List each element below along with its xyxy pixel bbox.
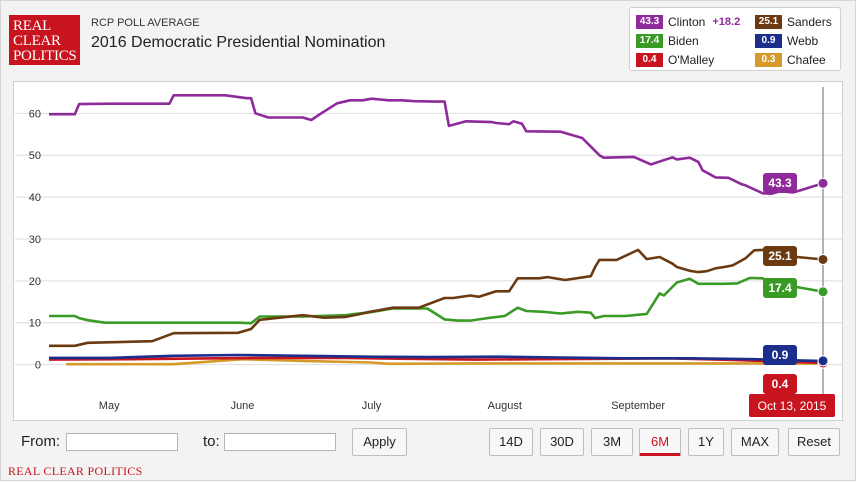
date-range-controls: From: to: Apply 14D 30D 3M 6M 1Y MAX Res… bbox=[1, 421, 856, 463]
series-end-label: 17.4 bbox=[768, 281, 792, 295]
legend-item-biden[interactable]: 17.4 Biden bbox=[636, 33, 699, 49]
from-label: From: bbox=[21, 433, 61, 450]
legend-item-chafee[interactable]: 0.3 Chafee bbox=[755, 52, 826, 68]
y-tick-label: 40 bbox=[29, 192, 41, 204]
footer-brand: REAL CLEAR POLITICS bbox=[8, 464, 143, 478]
x-tick-label: May bbox=[99, 400, 120, 412]
range-6m-button[interactable]: 6M bbox=[639, 428, 681, 456]
y-tick-label: 30 bbox=[29, 234, 41, 246]
legend-value: 17.4 bbox=[636, 34, 663, 48]
legend-item-omalley[interactable]: 0.4 O'Malley bbox=[636, 52, 714, 68]
legend-name: Chafee bbox=[787, 53, 826, 67]
legend: 43.3 Clinton +18.2 25.1 Sanders 17.4 Bid… bbox=[629, 7, 841, 71]
series-end-label: 0.9 bbox=[772, 348, 789, 362]
series-end-label-bg bbox=[763, 374, 797, 394]
legend-spread: +18.2 bbox=[712, 16, 741, 28]
legend-item-clinton[interactable]: 43.3 Clinton +18.2 bbox=[636, 14, 740, 30]
y-tick-label: 20 bbox=[29, 276, 41, 288]
series-line-webb bbox=[49, 353, 824, 363]
x-tick-label: August bbox=[488, 400, 522, 412]
series-end-label-bg bbox=[763, 173, 797, 193]
series-end-label: 0.4 bbox=[772, 377, 789, 391]
legend-item-sanders[interactable]: 25.1 Sanders bbox=[755, 14, 832, 30]
x-tick-label: July bbox=[362, 400, 382, 412]
series-end-label-bg bbox=[763, 246, 797, 266]
series-line-clinton bbox=[49, 94, 824, 195]
series-end-dot bbox=[817, 253, 829, 265]
legend-name: O'Malley bbox=[668, 53, 715, 67]
y-tick-label: 0 bbox=[35, 360, 41, 372]
y-tick-label: 50 bbox=[29, 150, 41, 162]
series-end-dot bbox=[817, 286, 829, 298]
legend-item-webb[interactable]: 0.9 Webb bbox=[755, 33, 818, 49]
apply-button[interactable]: Apply bbox=[352, 428, 407, 456]
range-1y-button[interactable]: 1Y bbox=[688, 428, 724, 456]
legend-value: 0.4 bbox=[636, 53, 663, 67]
legend-value: 0.9 bbox=[755, 34, 782, 48]
legend-name: Biden bbox=[668, 34, 699, 48]
poll-title: 2016 Democratic Presidential Nomination bbox=[91, 34, 386, 51]
series-end-label: 43.3 bbox=[768, 176, 792, 190]
series-end-dot bbox=[817, 177, 829, 189]
poll-subtitle: RCP POLL AVERAGE bbox=[91, 17, 200, 29]
range-30d-button[interactable]: 30D bbox=[540, 428, 584, 456]
to-date-input[interactable] bbox=[224, 433, 336, 451]
reset-button[interactable]: Reset bbox=[788, 428, 840, 456]
range-14d-button[interactable]: 14D bbox=[489, 428, 533, 456]
legend-value: 25.1 bbox=[755, 15, 782, 29]
series-line-chafee bbox=[66, 357, 823, 366]
hover-date-label: Oct 13, 2015 bbox=[758, 399, 827, 413]
x-tick-label: September bbox=[611, 400, 665, 412]
series-end-label-bg bbox=[763, 278, 797, 298]
from-date-input[interactable] bbox=[66, 433, 178, 451]
legend-value: 0.3 bbox=[755, 53, 782, 67]
legend-name: Clinton bbox=[668, 15, 706, 29]
y-tick-label: 10 bbox=[29, 318, 41, 330]
legend-name: Sanders bbox=[787, 15, 832, 29]
to-label: to: bbox=[203, 433, 220, 450]
y-tick-label: 60 bbox=[29, 108, 41, 120]
legend-name: Webb bbox=[787, 34, 819, 48]
legend-value: 43.3 bbox=[636, 15, 663, 29]
range-max-button[interactable]: MAX bbox=[731, 428, 779, 456]
series-end-label: 25.1 bbox=[768, 249, 792, 263]
rcp-logo[interactable]: REAL CLEAR POLITICS bbox=[9, 15, 80, 65]
x-tick-label: June bbox=[231, 400, 255, 412]
series-line-biden bbox=[49, 276, 824, 325]
series-end-label-bg bbox=[763, 345, 797, 365]
series-end-dot bbox=[817, 355, 829, 367]
range-3m-button[interactable]: 3M bbox=[591, 428, 633, 456]
series-line-sanders bbox=[49, 248, 824, 348]
hover-date-badge bbox=[749, 394, 835, 417]
